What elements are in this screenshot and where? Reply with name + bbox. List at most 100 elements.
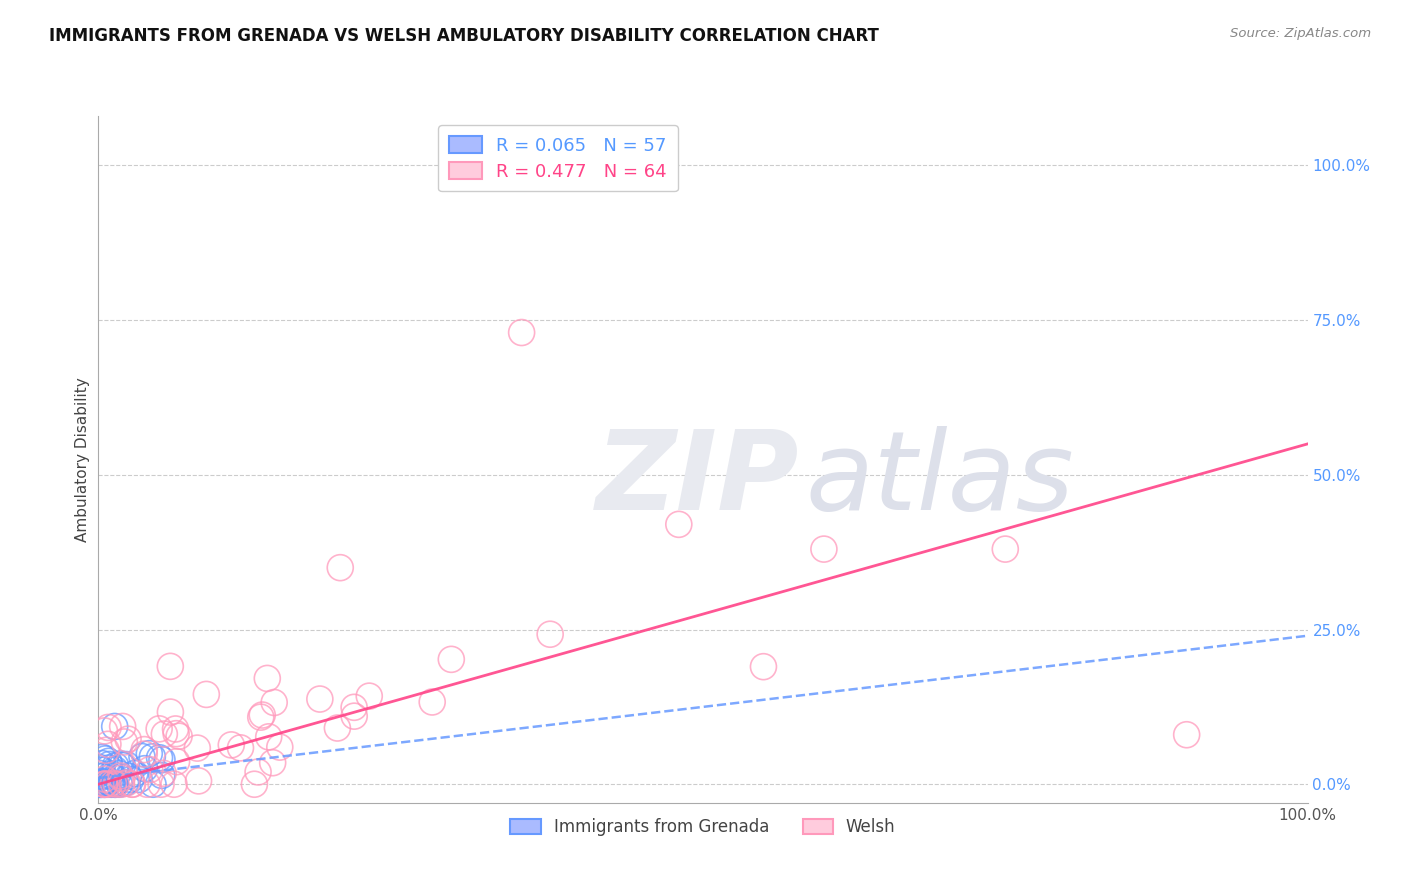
Point (668, 517, 690, 532)
Point (165, 722, 187, 736)
Point (87, 766, 110, 780)
Point (247, 764, 270, 779)
Point (90, 774, 112, 789)
Point (229, 740, 252, 755)
Point (90, 777, 112, 791)
Point (101, 777, 124, 791)
Point (256, 672, 278, 686)
Point (150, 753, 173, 767)
Point (93, 723, 115, 738)
Point (262, 756, 284, 770)
Point (134, 762, 156, 776)
Point (159, 705, 181, 719)
Point (134, 742, 156, 756)
Point (440, 652, 463, 666)
Point (94, 776, 117, 790)
Point (101, 777, 124, 791)
Point (249, 710, 271, 724)
Point (420, 695, 443, 709)
Point (359, 689, 381, 703)
Legend: Immigrants from Grenada, Welsh: Immigrants from Grenada, Welsh (503, 811, 903, 843)
Text: atlas: atlas (806, 426, 1074, 533)
Point (97, 720, 120, 734)
Point (89, 777, 111, 791)
Point (97, 737, 120, 751)
Point (91, 756, 114, 771)
Point (263, 696, 285, 710)
Point (121, 777, 143, 791)
Point (90, 769, 112, 783)
Point (153, 727, 176, 741)
Y-axis label: Ambulatory Disability: Ambulatory Disability (75, 377, 90, 541)
Point (104, 763, 127, 777)
Point (110, 777, 132, 791)
Text: ZIP: ZIP (596, 426, 800, 533)
Point (538, 627, 561, 641)
Point (89, 777, 111, 791)
Point (187, 773, 209, 788)
Point (136, 777, 159, 791)
Point (110, 771, 132, 785)
Point (813, 542, 835, 557)
Point (103, 776, 125, 790)
Point (159, 659, 181, 673)
Point (90, 777, 112, 791)
Point (100, 777, 122, 791)
Point (104, 777, 127, 791)
Point (105, 777, 128, 791)
Point (257, 730, 280, 744)
Point (117, 732, 139, 747)
Point (111, 758, 134, 772)
Point (91, 750, 114, 764)
Point (121, 777, 143, 791)
Point (148, 751, 170, 765)
Point (114, 775, 136, 789)
Point (117, 769, 139, 783)
Point (104, 777, 127, 791)
Text: Source: ZipAtlas.com: Source: ZipAtlas.com (1230, 27, 1371, 40)
Point (329, 560, 352, 574)
Point (96, 743, 118, 757)
Point (89, 777, 111, 791)
Point (93, 777, 115, 791)
Point (107, 766, 129, 780)
Point (108, 777, 131, 791)
Text: IMMIGRANTS FROM GRENADA VS WELSH AMBULATORY DISABILITY CORRELATION CHART: IMMIGRANTS FROM GRENADA VS WELSH AMBULAT… (49, 27, 879, 45)
Point (343, 700, 366, 714)
Point (112, 735, 135, 749)
Point (104, 719, 127, 733)
Point (128, 772, 150, 787)
Point (141, 749, 163, 764)
Point (150, 777, 173, 791)
Point (138, 747, 160, 761)
Point (195, 687, 218, 701)
Point (120, 772, 142, 787)
Point (94, 752, 117, 766)
Point (91, 777, 114, 791)
Point (96, 777, 118, 791)
Point (110, 756, 132, 771)
Point (165, 726, 187, 740)
Point (115, 757, 138, 772)
Point (100, 769, 122, 783)
Point (134, 747, 156, 761)
Point (219, 738, 242, 752)
Point (308, 692, 330, 706)
Point (510, 326, 533, 340)
Point (131, 749, 153, 764)
Point (93, 777, 115, 791)
Point (111, 719, 134, 733)
Point (148, 722, 170, 736)
Point (91, 763, 114, 777)
Point (97, 777, 120, 791)
Point (97, 761, 120, 775)
Point (87, 760, 110, 774)
Point (94, 777, 117, 791)
Point (269, 740, 291, 755)
Point (124, 766, 146, 780)
Point (252, 708, 274, 723)
Point (104, 758, 127, 772)
Point (243, 777, 266, 791)
Point (93, 777, 115, 791)
Point (93, 777, 115, 791)
